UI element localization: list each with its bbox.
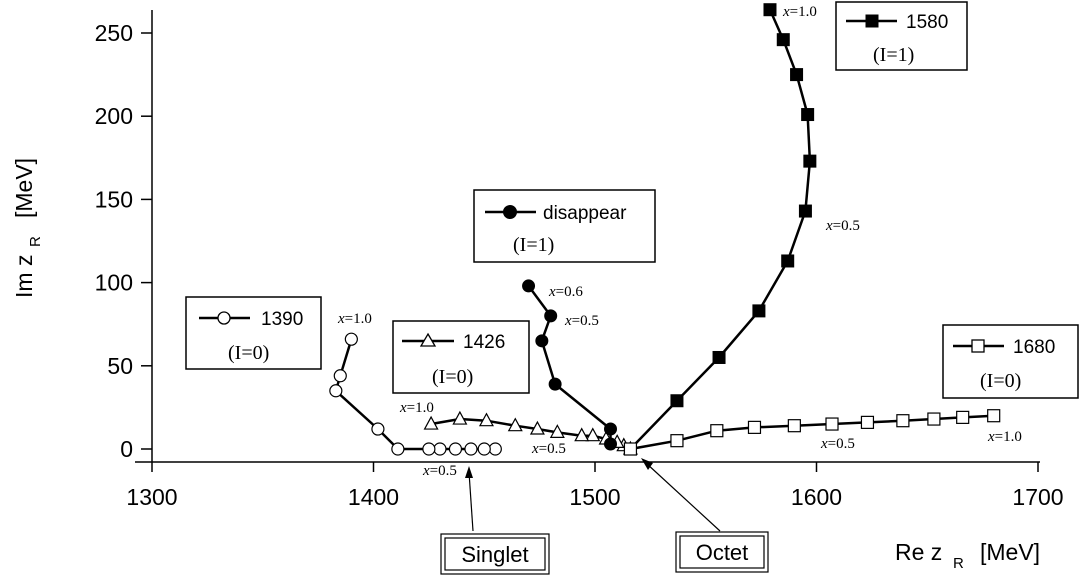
y-tick-label-200: 200 — [95, 103, 133, 129]
y-axis-title-group: Im z R [MeV] — [11, 158, 44, 298]
point-1390-5 — [423, 443, 435, 455]
point-1680-10 — [988, 410, 1000, 422]
open-square-icon — [972, 340, 984, 352]
x-label-1680-end: x=1.0 — [987, 429, 1022, 445]
point-disappear-6 — [523, 280, 535, 292]
legend-1580-label: 1580 — [906, 12, 948, 33]
point-disappear-4 — [536, 335, 548, 347]
point-1580-3 — [753, 305, 765, 317]
x-label-1426-start: x=1.0 — [399, 400, 434, 416]
y-axis-unit: [MeV] — [11, 158, 37, 218]
x-axis-unit: [MeV] — [980, 539, 1040, 565]
point-disappear-5 — [545, 310, 557, 322]
point-1680-0 — [624, 443, 636, 455]
y-axis-title-subscript: R — [27, 236, 44, 247]
y-tick-label-0: 0 — [120, 436, 133, 462]
legend-1426-isospin: (I=0) — [432, 366, 473, 388]
point-1390-1 — [478, 443, 490, 455]
point-1390-9 — [334, 370, 346, 382]
y-axis-title: Im z — [11, 255, 37, 298]
point-1580-4 — [782, 255, 794, 267]
x-label-1390-start: x=1.0 — [337, 311, 372, 327]
singlet-arrow-head — [465, 466, 473, 478]
x-label-1580-end: x=1.0 — [782, 4, 817, 20]
legend-1680-label: 1680 — [1013, 337, 1055, 358]
point-1390-10 — [345, 333, 357, 345]
point-1580-5 — [799, 205, 811, 217]
legend-1680-isospin: (I=0) — [980, 370, 1021, 392]
x-axis-title: Re z — [895, 539, 942, 565]
singlet-arrow-line — [469, 472, 473, 531]
x-tick-label-1700: 1700 — [1012, 484, 1063, 510]
point-1680-3 — [748, 421, 760, 433]
x-label-1580-mid: x=0.5 — [825, 218, 860, 234]
legend-disappear-isospin: (I=1) — [513, 234, 554, 256]
point-1390-2 — [465, 443, 477, 455]
point-1680-2 — [711, 425, 723, 437]
legend-disappear: disappear (I=1) — [474, 190, 655, 262]
point-1680-9 — [957, 411, 969, 423]
y-tick-label-150: 150 — [95, 186, 133, 212]
point-1390-6 — [392, 443, 404, 455]
legend-1426: 1426 (I=0) — [393, 321, 529, 393]
legend-1680: 1680 (I=0) — [943, 325, 1078, 398]
filled-square-icon — [866, 15, 878, 27]
octet-label: Octet — [696, 540, 749, 565]
y-tick-label-100: 100 — [95, 270, 133, 296]
point-1680-8 — [928, 413, 940, 425]
x-label-1680-mid: x=0.5 — [820, 436, 855, 452]
point-1680-4 — [788, 420, 800, 432]
point-1580-2 — [713, 351, 725, 363]
point-disappear-3 — [549, 378, 561, 390]
octet-arrow-line — [646, 463, 720, 531]
point-1390-3 — [449, 443, 461, 455]
point-1580-7 — [802, 109, 814, 121]
x-tick-label-1300: 1300 — [126, 484, 177, 510]
point-1390-0 — [489, 443, 501, 455]
x-label-1426-mid: x=0.5 — [531, 441, 566, 457]
legend-1580-isospin: (I=1) — [873, 44, 914, 66]
y-tick-label-50: 50 — [107, 353, 133, 379]
x-label-disappear-mid: x=0.5 — [564, 313, 599, 329]
point-1390-7 — [372, 423, 384, 435]
x-tick-label-1500: 1500 — [569, 484, 620, 510]
x-label-1390-mid: x=0.5 — [422, 463, 457, 479]
point-1580-6 — [804, 155, 816, 167]
point-1680-5 — [826, 418, 838, 430]
singlet-label: Singlet — [461, 542, 528, 567]
x-tick-label-1400: 1400 — [348, 484, 399, 510]
x-axis-title-subscript: R — [953, 555, 964, 572]
open-circle-icon — [218, 312, 230, 324]
point-1580-8 — [791, 69, 803, 81]
legend-1390: 1390 (I=0) — [186, 297, 321, 369]
filled-circle-icon — [504, 206, 517, 219]
legend-1580: 1580 (I=1) — [836, 2, 967, 70]
x-label-disappear-end: x=0.6 — [548, 284, 583, 300]
legend-1426-label: 1426 — [463, 332, 505, 353]
point-1580-1 — [671, 395, 683, 407]
legend-disappear-box — [474, 190, 655, 262]
point-1390-4 — [434, 443, 446, 455]
x-tick-label-1600: 1600 — [791, 484, 842, 510]
point-disappear-1 — [605, 438, 617, 450]
singlet-callout: Singlet — [441, 466, 549, 574]
point-1680-1 — [671, 435, 683, 447]
point-1580-9 — [777, 34, 789, 46]
legend-1390-label: 1390 — [261, 309, 303, 330]
octet-callout: Octet — [641, 458, 768, 572]
legend-disappear-label: disappear — [543, 203, 627, 224]
point-1680-6 — [861, 416, 873, 428]
y-tick-label-250: 250 — [95, 20, 133, 46]
point-1580-10 — [764, 4, 776, 16]
legend-1390-isospin: (I=0) — [228, 342, 269, 364]
point-1390-8 — [330, 385, 342, 397]
point-1680-7 — [897, 415, 909, 427]
point-disappear-2 — [605, 423, 617, 435]
series-line-1580 — [630, 10, 810, 449]
